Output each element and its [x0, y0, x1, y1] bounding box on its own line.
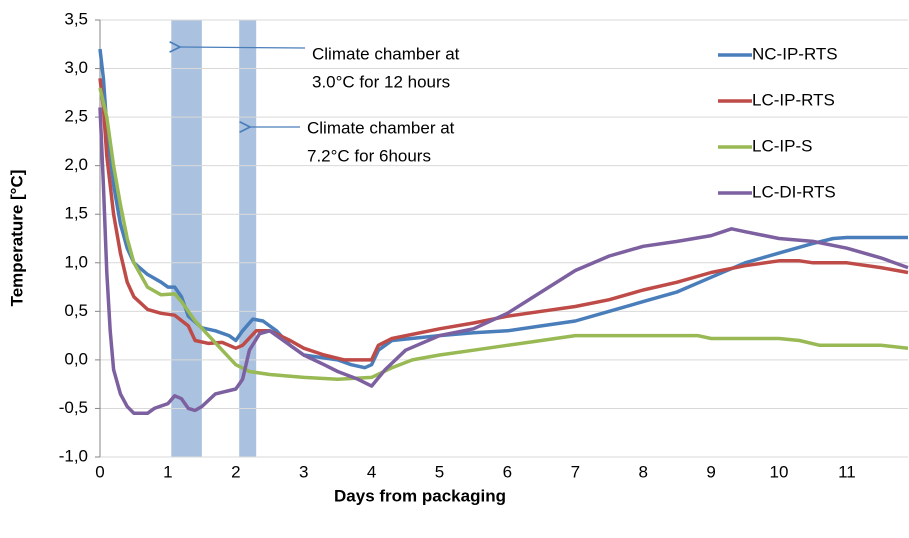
y-tick-label: 0,5	[64, 301, 88, 320]
y-tick-label: 1,5	[64, 204, 88, 223]
x-tick-label: 3	[299, 462, 308, 481]
y-tick-label: 3,5	[64, 9, 88, 28]
y-tick-label: 2,0	[64, 155, 88, 174]
annotation-text: 7.2°C for 6hours	[307, 146, 431, 165]
legend-label: LC-IP-S	[752, 136, 812, 155]
x-tick-label: 1	[163, 462, 172, 481]
x-tick-label: 2	[231, 462, 240, 481]
series-line	[98, 107, 909, 416]
x-tick-label: 8	[638, 462, 647, 481]
x-tick-label: 4	[367, 462, 376, 481]
shaded-region	[239, 20, 257, 457]
x-tick-label: 7	[571, 462, 580, 481]
y-tick-label: 1,0	[64, 252, 88, 271]
x-tick-label: 6	[503, 462, 512, 481]
shaded-region	[171, 20, 202, 457]
y-tick-label: 0,0	[64, 349, 88, 368]
legend-label: LC-IP-RTS	[752, 90, 835, 109]
legend-label: LC-DI-RTS	[752, 182, 836, 201]
x-axis-title: Days from packaging	[334, 486, 506, 505]
y-axis-title: Temperature [°C]	[7, 170, 26, 307]
y-tick-label: 2,5	[64, 107, 88, 126]
annotation-text: 3.0°C for 12 hours	[312, 72, 450, 91]
annotation-arrow	[180, 47, 306, 48]
y-tick-label: -0,5	[59, 398, 88, 417]
y-tick-label: 3,0	[64, 58, 88, 77]
series-line	[98, 87, 909, 382]
x-tick-label: 10	[770, 462, 789, 481]
legend-label: NC-IP-RTS	[752, 44, 838, 63]
x-tick-label: 5	[435, 462, 444, 481]
y-tick-label: -1,0	[59, 446, 88, 465]
series-line	[98, 78, 909, 362]
x-tick-label: 0	[95, 462, 104, 481]
annotation-text: Climate chamber at	[307, 118, 455, 137]
x-tick-label: 11	[838, 462, 856, 481]
annotation-text: Climate chamber at	[312, 44, 460, 63]
x-tick-label: 9	[706, 462, 715, 481]
